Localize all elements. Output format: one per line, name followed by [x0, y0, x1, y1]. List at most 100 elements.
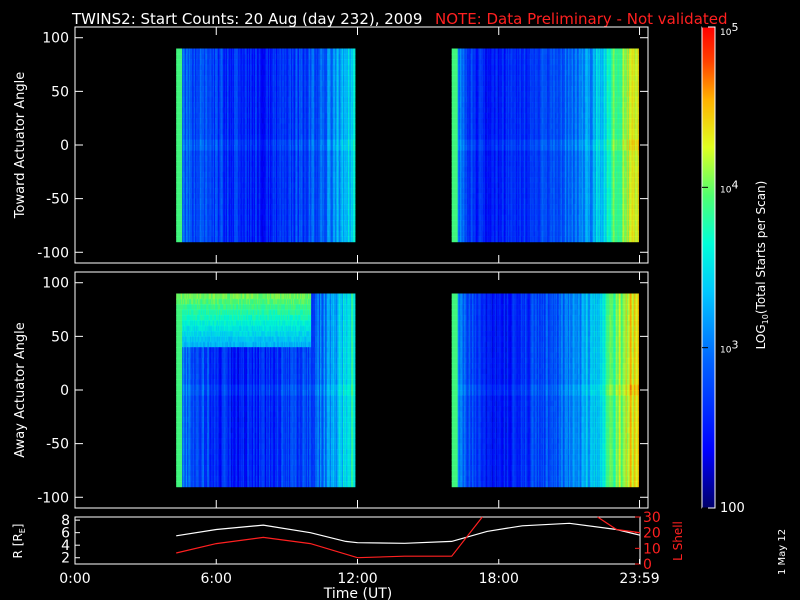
heatmap-cell	[261, 91, 263, 98]
heatmap-cell	[269, 75, 271, 82]
heatmap-cell	[220, 220, 222, 227]
heatmap-cell	[263, 64, 265, 71]
heatmap-cell	[211, 96, 213, 103]
heatmap-cell	[281, 128, 283, 135]
heatmap-cell	[236, 150, 238, 157]
heatmap-cell	[214, 204, 216, 210]
heatmap-cell	[249, 209, 251, 216]
heatmap-cell	[239, 91, 241, 98]
heatmap-cell	[184, 150, 186, 157]
heatmap-cell	[267, 225, 269, 232]
heatmap-cell	[203, 134, 205, 141]
heatmap-cell	[188, 69, 190, 76]
heatmap-cell	[192, 220, 194, 227]
heatmap-cell	[194, 80, 196, 87]
heatmap-cell	[212, 107, 214, 114]
heatmap-cell	[249, 48, 251, 55]
heatmap-cell	[213, 69, 215, 76]
heatmap-cell	[196, 69, 198, 76]
heatmap-cell	[213, 107, 215, 114]
heatmap-cell	[280, 64, 282, 71]
heatmap-cell	[281, 139, 283, 146]
heatmap-cell	[217, 91, 219, 98]
heatmap-cell	[258, 182, 260, 189]
heatmap-cell	[223, 155, 225, 162]
heatmap-cell	[200, 225, 202, 232]
heatmap-cell	[246, 171, 248, 178]
heatmap-cell	[213, 118, 215, 125]
heatmap-cell	[220, 187, 222, 194]
heatmap-cell	[182, 86, 184, 92]
heatmap-cell	[176, 69, 178, 76]
heatmap-cell	[266, 107, 268, 114]
heatmap-cell	[207, 139, 209, 146]
heatmap-cell	[251, 161, 253, 168]
heatmap-cell	[227, 209, 229, 216]
heatmap-cell	[281, 204, 283, 210]
heatmap-cell	[209, 204, 211, 210]
heatmap-cell	[281, 198, 283, 205]
heatmap-cell	[240, 139, 242, 146]
heatmap-cell	[231, 166, 233, 173]
heatmap-cell	[235, 53, 237, 60]
heatmap-cell	[232, 112, 234, 119]
heatmap-cell	[197, 64, 199, 71]
heatmap-cell	[222, 204, 224, 210]
heatmap-cell	[177, 166, 179, 173]
heatmap-cell	[204, 48, 206, 55]
heatmap-cell	[242, 204, 244, 210]
heatmap-cell	[247, 198, 249, 205]
heatmap-cell	[233, 171, 235, 178]
heatmap-cell	[185, 112, 187, 119]
heatmap-cell	[186, 128, 188, 135]
heatmap-cell	[192, 75, 194, 82]
heatmap-cell	[277, 107, 279, 114]
heatmap-cell	[178, 80, 180, 87]
heatmap-cell	[252, 145, 254, 151]
heatmap-cell	[181, 80, 183, 87]
heatmap-cell	[268, 220, 270, 227]
heatmap-cell	[272, 209, 274, 216]
heatmap-cell	[256, 230, 258, 237]
heatmap-cell	[195, 128, 197, 135]
heatmap-cell	[186, 48, 188, 55]
heatmap-cell	[253, 182, 255, 189]
heatmap-cell	[184, 161, 186, 168]
heatmap-cell	[266, 139, 268, 146]
heatmap-cell	[240, 198, 242, 205]
heatmap-cell	[193, 145, 195, 151]
heatmap-cell	[193, 91, 195, 98]
heatmap-cell	[186, 155, 188, 162]
heatmap-cell	[225, 123, 227, 130]
heatmap-cell	[277, 123, 279, 130]
heatmap-cell	[184, 102, 186, 109]
heatmap-cell	[198, 236, 200, 243]
heatmap-cell	[192, 214, 194, 221]
heatmap-cell	[256, 64, 258, 71]
heatmap-cell	[272, 75, 274, 82]
heatmap-cell	[195, 177, 197, 184]
heatmap-cell	[255, 75, 257, 82]
heatmap-cell	[279, 150, 281, 157]
heatmap-cell	[268, 59, 270, 66]
heatmap-cell	[200, 171, 202, 178]
heatmap-cell	[279, 86, 281, 92]
heatmap-cell	[280, 161, 282, 168]
heatmap-cell	[200, 53, 202, 60]
heatmap-cell	[206, 48, 208, 55]
heatmap-cell	[244, 209, 246, 216]
heatmap-cell	[276, 225, 278, 232]
heatmap-cell	[272, 193, 274, 200]
heatmap-cell	[216, 69, 218, 76]
heatmap-cell	[233, 193, 235, 200]
heatmap-cell	[241, 53, 243, 60]
heatmap-cell	[203, 155, 205, 162]
heatmap-cell	[274, 230, 276, 237]
heatmap-cell	[199, 225, 201, 232]
heatmap-cell	[216, 166, 218, 173]
heatmap-cell	[260, 107, 262, 114]
heatmap-cell	[237, 209, 239, 216]
heatmap-cell	[273, 118, 275, 125]
heatmap-cell	[202, 69, 204, 76]
heatmap-cell	[282, 80, 284, 87]
